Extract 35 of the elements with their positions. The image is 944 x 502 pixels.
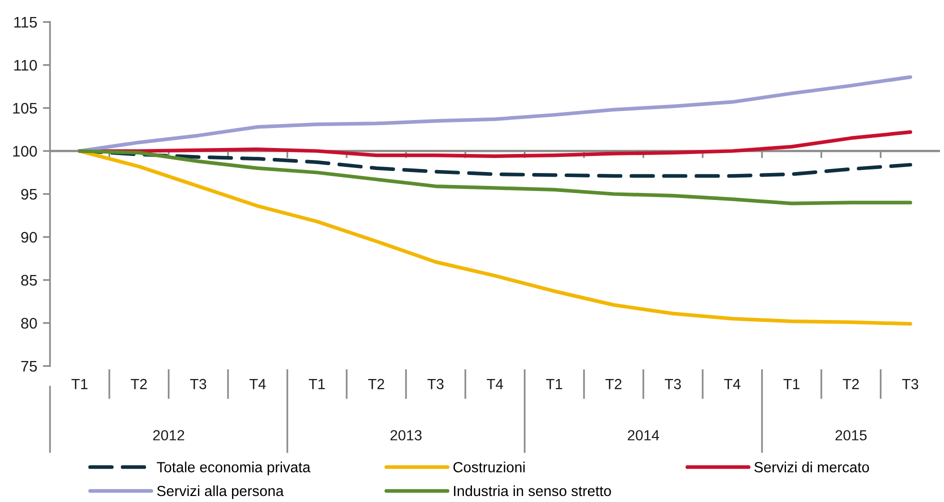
x-tick-label: T2 (842, 378, 859, 390)
x-tick-label: T1 (546, 379, 562, 390)
legend-label: Servizi di mercato (754, 462, 870, 472)
x-tick-label: T1 (783, 379, 800, 390)
text: 2012 (153, 430, 184, 440)
x-tick-label: T3 (427, 378, 444, 390)
legend-label: Costruzioni (453, 462, 525, 472)
text: 2013 (390, 430, 422, 440)
y-tick-label: 90 (21, 232, 37, 243)
y-tick-label: 115 (14, 17, 37, 28)
y-tick-label: 75 (21, 361, 37, 372)
y-tick-label: 80 (21, 318, 37, 329)
x-tick-label: T2 (605, 378, 622, 390)
text: 2014 (628, 430, 660, 440)
x-tick-label: T4 (724, 379, 740, 390)
y-tick-label: 85 (21, 274, 37, 286)
y-tick-label: 95 (21, 188, 37, 200)
y-tick-label: 110 (14, 60, 37, 71)
x-tick-label: T2 (130, 378, 147, 390)
y-tick-label: 105 (13, 102, 37, 114)
line-series (78, 75, 912, 153)
x-tick-label: T4 (486, 379, 504, 390)
x-tick-label: T3 (902, 378, 918, 390)
legend-label: Servizi alla persona (157, 485, 284, 500)
legend-label: Totale economia privata (156, 462, 310, 476)
y-tick-label: 100 (13, 146, 37, 157)
x-tick-label: T4 (249, 379, 266, 390)
line-series (78, 149, 912, 206)
x-tick-label: T3 (664, 378, 681, 390)
text: 2015 (836, 430, 867, 440)
x-tick-label: T1 (71, 379, 88, 390)
x-tick-label: T2 (368, 378, 384, 390)
x-tick-label: T3 (190, 378, 206, 390)
x-tick-label: T1 (308, 379, 325, 390)
legend-label: Industria in senso stretto (454, 485, 611, 496)
